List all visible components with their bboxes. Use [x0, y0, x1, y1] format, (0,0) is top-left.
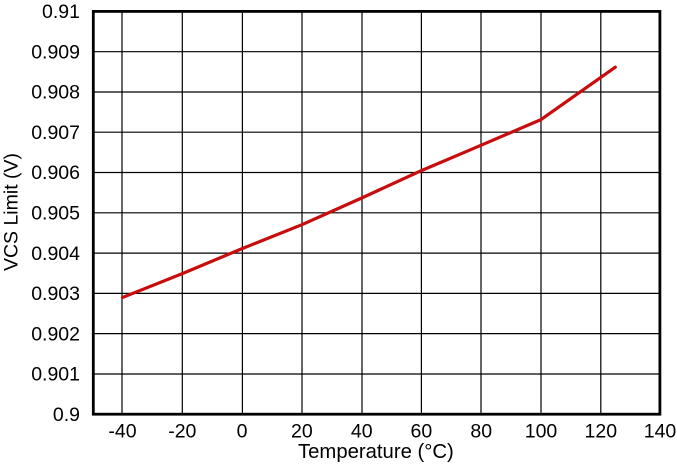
svg-text:0.91: 0.91 — [42, 1, 80, 23]
svg-text:0.904: 0.904 — [31, 243, 80, 265]
svg-text:0.907: 0.907 — [31, 122, 80, 144]
svg-text:0.909: 0.909 — [31, 41, 80, 63]
svg-text:0.902: 0.902 — [31, 323, 80, 345]
svg-text:VCS Limit (V): VCS Limit (V) — [1, 153, 23, 271]
svg-text:0.901: 0.901 — [31, 364, 80, 386]
svg-text:60: 60 — [411, 420, 433, 442]
svg-text:0: 0 — [237, 420, 248, 442]
svg-text:0.903: 0.903 — [31, 283, 80, 305]
svg-text:0.9: 0.9 — [53, 404, 80, 426]
svg-text:120: 120 — [585, 420, 618, 442]
svg-text:-20: -20 — [168, 420, 196, 442]
svg-text:0.908: 0.908 — [31, 82, 80, 104]
svg-text:-40: -40 — [108, 420, 136, 442]
svg-text:0.906: 0.906 — [31, 162, 80, 184]
svg-text:20: 20 — [291, 420, 313, 442]
svg-text:0.905: 0.905 — [31, 203, 80, 225]
svg-text:100: 100 — [525, 420, 558, 442]
svg-text:Temperature (°C): Temperature (°C) — [298, 441, 454, 463]
svg-text:40: 40 — [351, 420, 373, 442]
svg-text:140: 140 — [644, 420, 677, 442]
svg-text:80: 80 — [470, 420, 492, 442]
